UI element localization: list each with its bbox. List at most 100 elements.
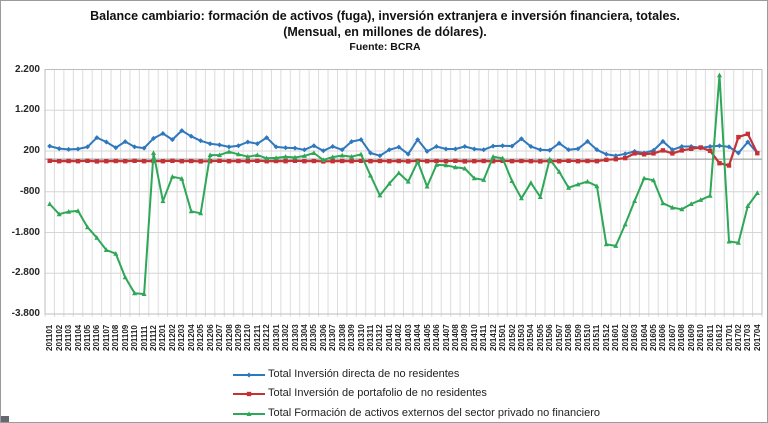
x-tick-label: 201209 (233, 324, 243, 351)
x-tick-label: 201206 (205, 324, 215, 351)
x-tick-label: 201405 (422, 324, 432, 351)
legend-label: Total Formación de activos externos del … (268, 406, 601, 419)
x-tick-label: 201502 (507, 324, 517, 351)
legend-line-square-icon (232, 387, 266, 399)
x-tick-label: 201610 (696, 324, 706, 351)
x-tick-label: 201305 (309, 324, 319, 351)
x-tick-label: 201410 (469, 324, 479, 351)
x-tick-label: 201105 (83, 324, 92, 351)
x-tick-label: 201512 (601, 324, 611, 351)
x-tick-label: 201212 (262, 324, 272, 351)
x-tick-label: 201101 (45, 324, 55, 351)
x-tick-label: 201606 (658, 324, 668, 351)
x-tick-label: 201112 (149, 325, 158, 351)
legend-line-diamond-icon (232, 368, 266, 380)
y-tick-label: -1.800 (11, 226, 40, 238)
x-tick-label: 201607 (667, 324, 677, 351)
y-tick-label: 1.200 (14, 104, 40, 116)
x-tick-label: 201503 (516, 324, 526, 351)
x-tick-label: 201208 (224, 324, 234, 351)
x-tick-label: 201604 (639, 324, 649, 351)
x-tick-label: 201201 (158, 324, 168, 351)
x-tick-label: 201203 (177, 324, 187, 351)
x-tick-label: 201608 (677, 324, 687, 351)
x-tick-label: 201409 (460, 324, 470, 351)
plot-border (44, 69, 763, 315)
x-tick-label: 201412 (488, 324, 498, 351)
x-tick-label: 201211 (252, 324, 262, 351)
x-tick-label: 201309 (347, 324, 357, 351)
x-tick-label: 201704 (752, 324, 762, 351)
x-tick-label: 201204 (186, 324, 196, 351)
x-tick-label: 201702 (733, 324, 743, 351)
y-tick-label: 200 (23, 145, 40, 156)
x-tick-label: 201605 (649, 324, 658, 351)
x-tick-label: 201108 (111, 324, 121, 351)
x-tick-label: 201111 (139, 325, 149, 351)
x-tick-label: 201408 (450, 324, 460, 351)
x-tick-label: 201210 (243, 324, 253, 351)
legend-item: Total Formación de activos externos del … (232, 403, 601, 422)
y-tick-label: -800 (19, 185, 40, 197)
y-tick-label: -3.800 (11, 308, 40, 319)
x-tick-label: 201501 (498, 324, 508, 351)
x-tick-label: 201401 (384, 324, 394, 351)
corner-artifact (1, 416, 9, 422)
x-tick-label: 201102 (54, 324, 64, 351)
x-tick-label: 201103 (64, 324, 74, 351)
x-tick-label: 201703 (743, 324, 753, 351)
series-markers-2 (47, 72, 760, 296)
x-tick-label: 201107 (101, 324, 111, 351)
vertical-gridlines (44, 69, 763, 317)
x-tick-label: 201612 (715, 324, 724, 351)
x-tick-label: 201110 (130, 325, 140, 351)
x-tick-label: 201411 (479, 324, 489, 351)
y-tick-label: -2.800 (11, 267, 40, 279)
x-tick-label: 201205 (196, 324, 206, 351)
x-tick-label: 201207 (215, 324, 224, 351)
x-tick-label: 201402 (394, 324, 404, 351)
x-tick-label: 201406 (432, 324, 441, 351)
x-tick-label: 201104 (73, 324, 83, 351)
x-tick-label: 201202 (167, 324, 177, 351)
x-tick-label: 201509 (573, 324, 583, 351)
chart-subtitle: (Mensual, en millones de dólares). (283, 25, 487, 39)
y-tick-label: 2.200 (14, 63, 40, 75)
x-tick-label: 201701 (724, 324, 734, 351)
x-tick-label: 201403 (403, 324, 413, 351)
chart-header: Balance cambiario: formación de activos … (1, 8, 767, 54)
x-tick-label: 201504 (526, 324, 536, 351)
x-tick-label: 201312 (375, 324, 385, 351)
chart-title: Balance cambiario: formación de activos … (90, 9, 680, 23)
x-tick-label: 201601 (611, 324, 621, 351)
x-tick-label: 201308 (337, 324, 347, 351)
legend-label: Total Inversión directa de no residentes (268, 367, 460, 380)
x-tick-label: 201603 (630, 324, 640, 351)
x-tick-label: 201302 (281, 324, 291, 351)
x-tick-label: 201311 (366, 324, 375, 351)
x-tick-label: 201109 (120, 324, 130, 351)
legend-item: Total Inversión de portafolio de no resi… (232, 384, 600, 404)
x-tick-label: 201404 (413, 324, 423, 351)
x-tick-label: 201303 (290, 324, 300, 351)
x-tick-label: 201507 (554, 324, 564, 351)
x-tick-label: 201508 (564, 324, 574, 351)
series-line-2 (48, 74, 759, 295)
legend-line-triangle-icon (232, 407, 266, 419)
x-tick-label: 201611 (705, 324, 715, 351)
chart-source: Fuente: BCRA (349, 41, 421, 53)
x-tick-label: 201301 (271, 324, 281, 351)
x-tick-label: 201602 (620, 324, 630, 351)
x-tick-label: 201407 (441, 324, 451, 351)
x-tick-label: 201510 (583, 324, 592, 351)
x-tick-label: 201106 (92, 324, 102, 351)
x-tick-label: 201307 (328, 324, 338, 351)
legend: Total Inversión directa de no residentes… (232, 364, 601, 422)
legend-item: Total Inversión directa de no residentes (232, 364, 600, 384)
x-tick-label: 201505 (535, 324, 545, 351)
x-tick-label: 201310 (356, 324, 366, 351)
x-tick-label: 201609 (686, 324, 696, 351)
series-line-1 (48, 132, 759, 167)
